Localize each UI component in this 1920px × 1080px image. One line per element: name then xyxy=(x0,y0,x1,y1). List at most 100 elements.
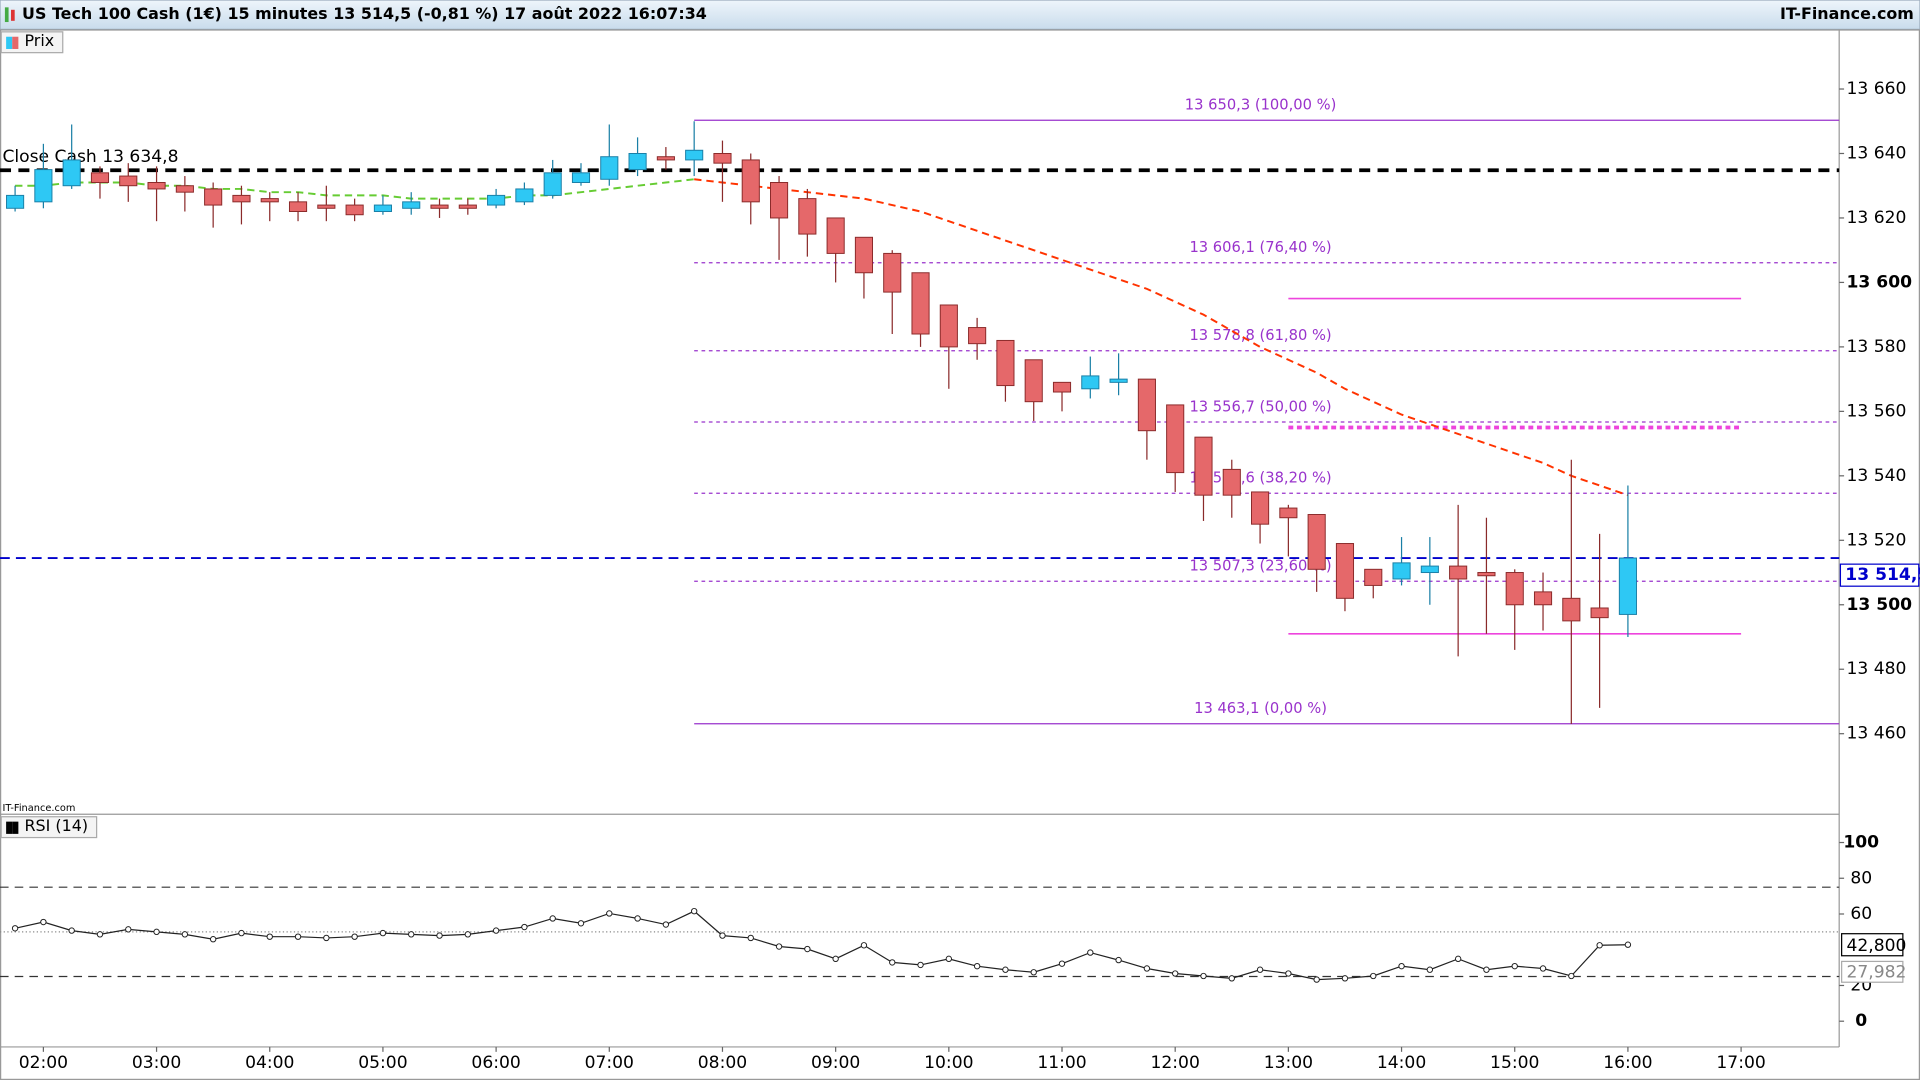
rsi-point xyxy=(1539,965,1547,972)
rsi-point xyxy=(1511,962,1518,970)
x-tick-label: 06:00 xyxy=(471,1053,520,1073)
y-tick-label: 13 660 xyxy=(1847,79,1907,99)
rsi-point xyxy=(238,929,245,937)
candle-body xyxy=(62,159,81,187)
rsi-point xyxy=(96,931,104,938)
fib-label: 13 578,8 (61,80 %) xyxy=(1189,327,1331,344)
x-tick-label: 04:00 xyxy=(245,1053,294,1073)
close-cash-label: Close Cash 13 634,8 xyxy=(2,147,178,167)
rsi-point xyxy=(11,925,19,932)
rsi-point xyxy=(1370,972,1377,980)
candle-body xyxy=(430,204,449,209)
rsi-point xyxy=(408,931,415,938)
candle-body xyxy=(402,201,421,209)
rsi-point xyxy=(1087,949,1094,956)
candle-body xyxy=(1166,404,1185,474)
rsi-point xyxy=(1143,965,1151,972)
rsi-point xyxy=(889,959,896,966)
y-tick-label: 13 560 xyxy=(1847,401,1907,421)
rsi-point xyxy=(917,961,924,969)
rsi-point xyxy=(521,923,528,931)
y-tick-label: 13 580 xyxy=(1847,337,1907,357)
candle-body xyxy=(1420,565,1439,574)
rsi-point xyxy=(1568,972,1575,980)
candle-body xyxy=(769,182,789,219)
candle-body xyxy=(119,175,138,187)
candle-body xyxy=(939,304,958,348)
candle-body xyxy=(317,204,336,209)
candle-body xyxy=(1109,378,1128,383)
header-brand: IT-Finance.com xyxy=(1780,4,1914,23)
fib-label: 13 556,7 (50,00 %) xyxy=(1189,398,1331,415)
rsi-last-tag xyxy=(1841,933,1904,957)
candle-body xyxy=(826,217,845,254)
candle-body xyxy=(288,201,308,212)
rsi-point xyxy=(1228,975,1235,982)
legend-label: RSI (14) xyxy=(24,816,88,835)
fib-label: 13 463,1 (0,00 %) xyxy=(1194,700,1327,717)
candle-body xyxy=(515,188,534,203)
rsi-point xyxy=(1002,966,1009,973)
candle-body xyxy=(1279,507,1298,519)
candle-body xyxy=(1307,514,1326,570)
plot: Prix RSI (14) 13 460 13 480 13 500 13 520 13 5… xyxy=(0,31,1920,1073)
candle-body xyxy=(147,182,166,190)
frame xyxy=(0,29,1920,1080)
candle-body xyxy=(656,156,675,161)
x-tick-label: 08:00 xyxy=(698,1053,747,1073)
rsi-point xyxy=(181,931,189,938)
candle-body xyxy=(911,272,930,335)
rsi-signal-label: 27,982 xyxy=(1847,962,1907,982)
rsi-point xyxy=(294,933,302,940)
y-tick-label: 13 620 xyxy=(1847,208,1907,228)
rsi-point xyxy=(68,927,75,934)
candle-body xyxy=(1533,591,1553,606)
x-tick-label: 05:00 xyxy=(358,1053,407,1073)
candle-body xyxy=(1477,572,1496,577)
candle-body xyxy=(1449,565,1468,580)
candle-body xyxy=(571,172,591,183)
rsi-point xyxy=(549,915,556,922)
rsi-y-tick-label: 80 xyxy=(1850,868,1872,888)
rsi-line xyxy=(14,910,1628,981)
x-tick-label: 15:00 xyxy=(1490,1053,1539,1073)
fib-label: 13 606,1 (76,40 %) xyxy=(1189,239,1331,256)
rsi-y-tick-label: 100 xyxy=(1843,833,1879,853)
candle-body xyxy=(1052,381,1072,393)
candle-body xyxy=(600,156,619,180)
fib-label: 13 507,3 (23,60 %) xyxy=(1189,558,1331,575)
y-tick-label: 13 480 xyxy=(1847,659,1907,679)
header-icon xyxy=(11,9,15,21)
candle-body xyxy=(345,204,364,216)
candle-body xyxy=(260,198,279,203)
rsi-signal-tag xyxy=(1841,960,1904,983)
rsi-point xyxy=(606,910,613,917)
rsi-point xyxy=(577,920,585,927)
candle-body xyxy=(458,204,477,209)
rsi-point xyxy=(1341,975,1349,982)
rsi-point xyxy=(860,942,868,949)
rsi-point xyxy=(436,932,443,939)
rsi-point xyxy=(1256,966,1264,973)
x-tick-label: 03:00 xyxy=(132,1053,181,1073)
x-tick-label: 13:00 xyxy=(1264,1053,1313,1073)
candle-body xyxy=(34,169,53,203)
candle-body xyxy=(628,152,647,171)
candle-body xyxy=(1392,562,1411,580)
rsi-point xyxy=(973,962,981,970)
rsi-point xyxy=(1426,966,1434,973)
rsi-point xyxy=(832,955,839,963)
rsi-point xyxy=(945,955,953,963)
last-price-tag xyxy=(1839,563,1920,587)
rsi-point xyxy=(1285,970,1292,977)
x-tick-label: 17:00 xyxy=(1716,1053,1765,1073)
x-tick-label: 07:00 xyxy=(585,1053,634,1073)
legend-icon xyxy=(12,36,19,49)
rsi-point xyxy=(1115,956,1122,964)
candle-body xyxy=(175,185,194,193)
rsi-point xyxy=(209,936,217,943)
rsi-point xyxy=(1596,942,1603,949)
y-tick-label: 13 640 xyxy=(1847,143,1907,163)
